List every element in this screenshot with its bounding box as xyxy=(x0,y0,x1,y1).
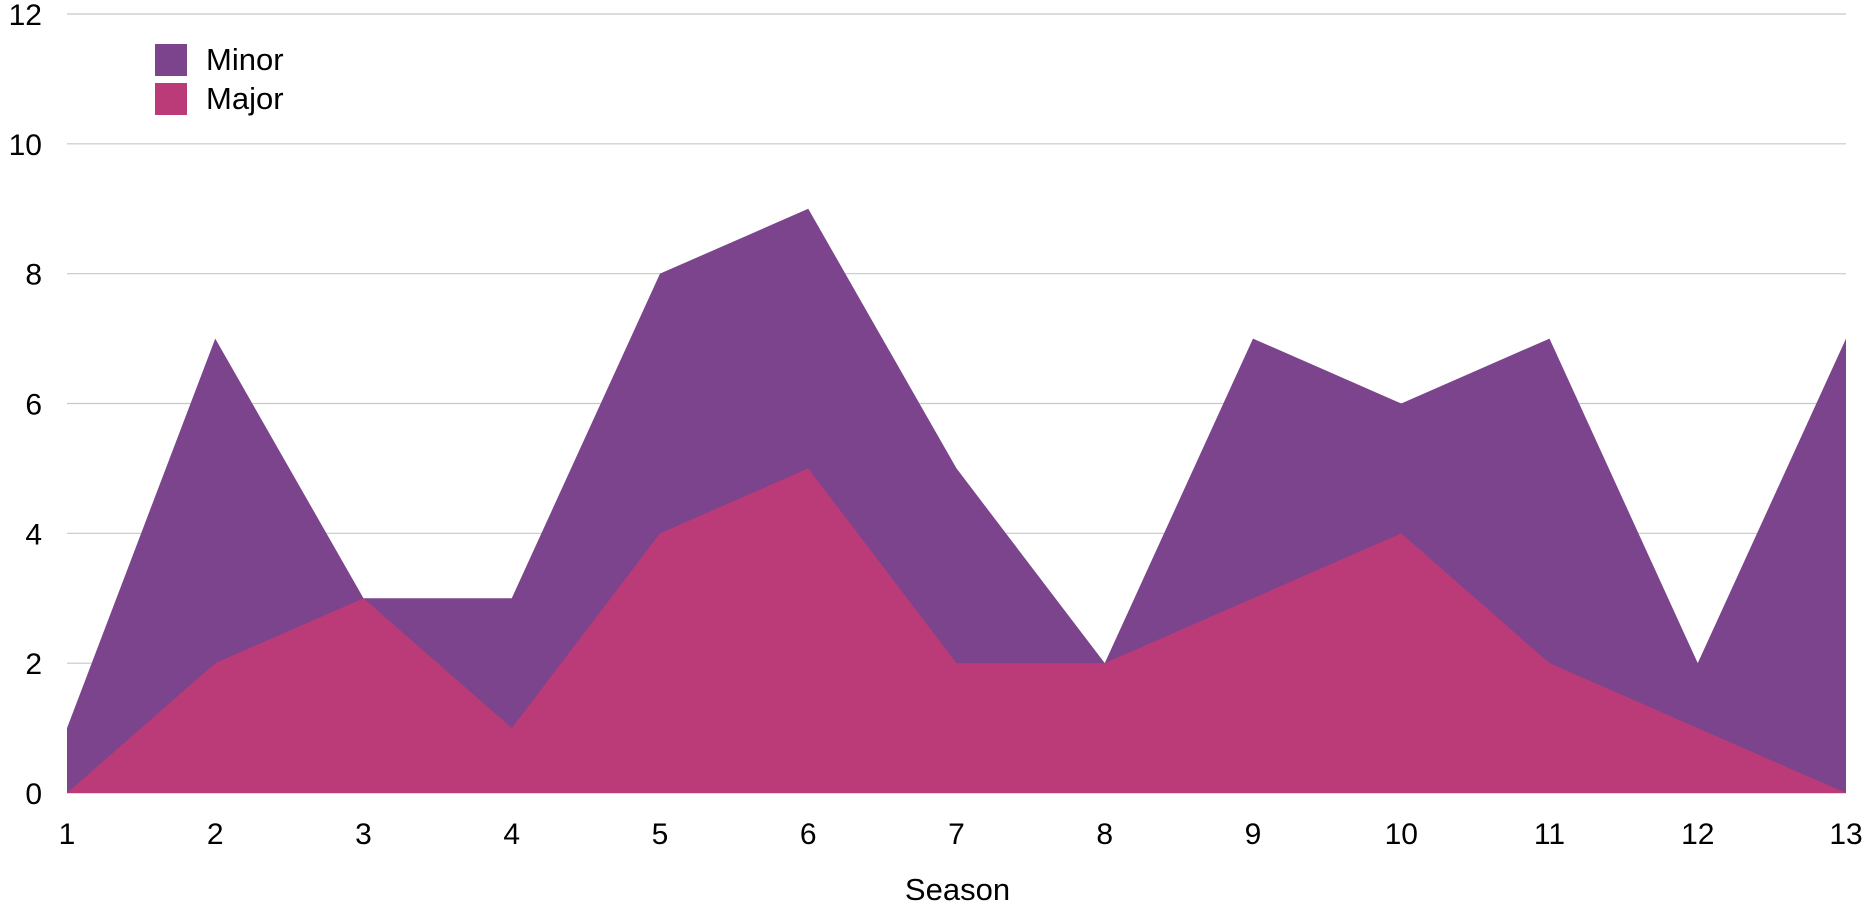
x-tick-label: 11 xyxy=(1534,818,1565,851)
area-major xyxy=(67,468,1846,793)
x-axis-ticks: 1 2 3 4 5 6 7 8 9 10 11 12 13 xyxy=(59,818,1863,851)
y-tick-label: 10 xyxy=(9,129,42,162)
x-tick-label: 2 xyxy=(207,818,224,851)
legend-label-minor: Minor xyxy=(206,42,284,77)
legend-swatch-minor xyxy=(155,44,187,76)
x-tick-label: 1 xyxy=(59,818,76,851)
x-tick-label: 10 xyxy=(1385,818,1418,851)
series-areas xyxy=(66,208,1847,794)
x-axis-title: Season xyxy=(905,872,1010,904)
x-tick-label: 12 xyxy=(1681,818,1714,851)
y-tick-label: 0 xyxy=(25,778,42,811)
legend: Minor Major xyxy=(155,42,284,116)
y-tick-label: 4 xyxy=(25,518,42,551)
y-tick-label: 8 xyxy=(25,259,42,292)
y-tick-label: 2 xyxy=(25,648,42,681)
x-tick-label: 3 xyxy=(355,818,372,851)
x-tick-label: 6 xyxy=(800,818,817,851)
y-tick-label: 12 xyxy=(9,0,42,32)
legend-label-major: Major xyxy=(206,81,284,116)
x-tick-label: 9 xyxy=(1245,818,1262,851)
y-tick-label: 6 xyxy=(25,389,42,422)
x-tick-label: 4 xyxy=(503,818,520,851)
x-tick-label: 5 xyxy=(652,818,669,851)
y-axis-ticks: 0 2 4 6 8 10 12 xyxy=(9,0,42,811)
x-tick-label: 13 xyxy=(1829,818,1862,851)
x-tick-label: 8 xyxy=(1096,818,1113,851)
legend-swatch-major xyxy=(155,83,187,115)
x-tick-label: 7 xyxy=(948,818,965,851)
